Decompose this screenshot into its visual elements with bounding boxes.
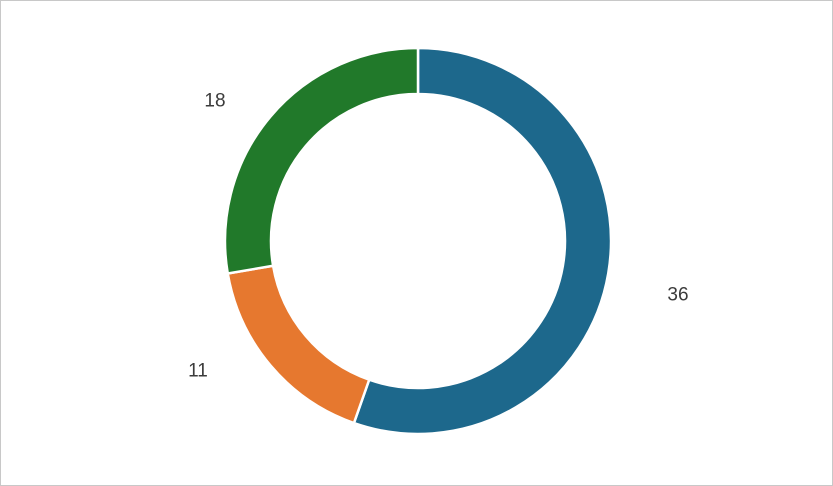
slice-value-label: 11	[188, 361, 208, 382]
slice-value-label: 36	[667, 285, 688, 306]
slice-value-label: 18	[204, 91, 225, 112]
donut-slice-2[interactable]	[223, 46, 420, 275]
donut-slice-1[interactable]	[226, 264, 371, 425]
donut-slice-0[interactable]	[352, 46, 613, 436]
